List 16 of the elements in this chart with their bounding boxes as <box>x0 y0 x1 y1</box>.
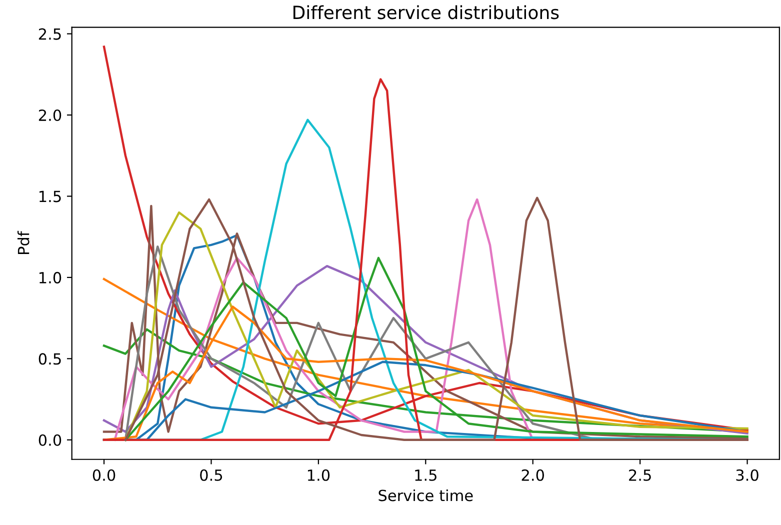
y-axis-title: Pdf <box>17 230 30 254</box>
x-tick-label: 0.5 <box>200 469 222 481</box>
y-tick-label: 0.5 <box>38 353 61 365</box>
x-tick-label: 3.0 <box>736 469 758 481</box>
x-tick-label: 1.5 <box>415 470 436 481</box>
x-tick-label: 1.0 <box>308 469 330 481</box>
y-tick-label: 1.0 <box>40 272 62 284</box>
y-tick-label: 2.5 <box>38 28 61 40</box>
y-tick-label: 1.5 <box>40 190 61 202</box>
chart-title: Different service distributions <box>293 5 559 20</box>
x-tick-label: 2.0 <box>522 469 544 481</box>
x-tick-label: 2.5 <box>629 469 651 481</box>
y-tick-label: 0.0 <box>38 434 62 446</box>
y-tick-label: 2.0 <box>38 109 62 122</box>
x-axis-title: Service time <box>378 489 473 502</box>
x-tick-label: 0.0 <box>92 469 116 481</box>
